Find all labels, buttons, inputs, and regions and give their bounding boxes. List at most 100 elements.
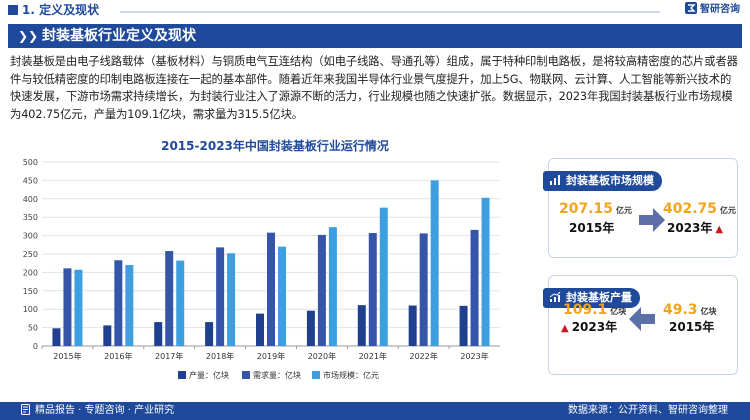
market-from-unit: 亿元 [616, 206, 633, 215]
bar-chart-icon [550, 175, 560, 185]
legend-label: 产量：亿块 [189, 370, 229, 380]
market-size-card-title: 封装基板市场规模 [566, 174, 654, 187]
market-size-from-value: 207.15 亿元 [559, 201, 632, 219]
bar-demand [317, 234, 326, 346]
bar-market-size [481, 197, 490, 346]
bar-demand [368, 233, 377, 346]
section-banner: ❯❯ 封装基板行业定义及现状 [8, 24, 742, 48]
market-size-card-header: 封装基板市场规模 [543, 171, 662, 191]
market-from-number: 207.15 [559, 201, 614, 217]
y-tick-label: 450 [23, 176, 38, 185]
bar-demand [470, 229, 479, 346]
section-title: 1. 定义及现状 [22, 3, 100, 17]
market-to-number: 402.75 [663, 201, 718, 217]
trend-up-icon: ▲ [561, 323, 569, 334]
brand-logo-icon [685, 2, 697, 14]
x-tick-label: 2022年 [409, 351, 437, 361]
footer-source: 数据来源：公开资料、智研咨询整理 [568, 405, 728, 416]
y-tick-label: 350 [23, 213, 38, 222]
banner-title: 封装基板行业定义及现状 [42, 28, 196, 44]
brand-logo: 智研咨询 [685, 2, 740, 18]
bar-market-size [430, 180, 439, 346]
bar-output [306, 310, 315, 346]
market-size-card: 封装基板市场规模 207.15 亿元 2015年 402.75 亿元 2023年 ▲ [543, 158, 738, 258]
market-to-unit: 亿元 [720, 206, 737, 215]
chart-title: 2015-2023年中国封装基板行业运行情况 [161, 139, 389, 153]
footer-tagline: 精品报告 · 专题咨询 · 产业研究 [20, 404, 174, 418]
bar-market-size [227, 253, 236, 346]
bar-demand [165, 251, 174, 346]
market-size-from-year: 2015年 [569, 221, 615, 235]
y-tick-label: 400 [23, 195, 38, 204]
x-tick-label: 2021年 [359, 351, 387, 361]
bar-chart: 0 50 100 150 200 250 300 350 400 450 500 2015年 2016年… [23, 158, 500, 380]
header-divider [120, 11, 660, 13]
bar-demand [419, 233, 428, 346]
x-tick-label: 2017年 [155, 351, 183, 361]
bar-demand [63, 268, 72, 346]
output-left-year-text: 2023年 [571, 320, 618, 334]
x-tick-label: 2015年 [53, 351, 81, 361]
x-tick-label: 2019年 [257, 351, 285, 361]
trend-chart-icon [549, 291, 561, 302]
bar-output [256, 313, 264, 346]
y-tick-label: 300 [23, 232, 38, 241]
double-chevron-icon: ❯❯ [18, 29, 39, 43]
output-right-year: 2015年 [669, 320, 715, 334]
bar-demand [216, 247, 225, 346]
output-right-unit: 亿块 [700, 307, 717, 316]
bar-output [154, 322, 163, 346]
y-tick-label: 100 [23, 305, 38, 314]
bar-output [103, 325, 112, 346]
y-tick-label: 200 [23, 268, 38, 277]
output-left-year: ▲ 2023年 [561, 320, 617, 336]
document-icon [21, 404, 30, 415]
bar-market-size [74, 269, 83, 346]
output-card-header: 封装基板产量 [543, 288, 640, 308]
intro-paragraph: 封装基板是由电子线路载体（基板材料）与铜质电气互连结构（如电子线路、导通孔等）组… [10, 55, 738, 121]
bar-market-size [278, 246, 286, 346]
x-tick-label: 2018年 [206, 351, 234, 361]
y-tick-label: 250 [23, 250, 38, 259]
brand-name: 智研咨询 [700, 4, 740, 15]
y-tick-label: 500 [23, 158, 38, 167]
bar-output [205, 322, 214, 346]
output-card-title: 封装基板产量 [566, 291, 632, 304]
legend-label: 市场规模：亿元 [323, 370, 379, 380]
market-size-to-year: 2023年 ▲ [667, 221, 723, 237]
y-tick-label: 50 [28, 324, 38, 333]
bar-market-size [176, 260, 185, 346]
top-header: 1. 定义及现状 智研咨询 [0, 0, 750, 22]
trend-up-icon: ▲ [715, 224, 724, 235]
bar-demand [267, 232, 275, 346]
bar-market-size [379, 207, 388, 346]
market-to-year-text: 2023年 [667, 221, 713, 235]
bar-output [52, 328, 61, 346]
legend-swatch [312, 371, 320, 379]
x-tick-label: 2020年 [308, 351, 336, 361]
output-right-value: 49.3 亿块 [663, 302, 717, 320]
legend-label: 需求量：亿块 [253, 370, 301, 380]
footer-tagline-text: 精品报告 · 专题咨询 · 产业研究 [35, 405, 175, 416]
bar-output [408, 305, 417, 346]
footer-bar: 精品报告 · 专题咨询 · 产业研究 数据来源：公开资料、智研咨询整理 [0, 402, 750, 420]
output-left-unit: 亿块 [610, 307, 627, 316]
y-tick-label: 150 [23, 287, 38, 296]
output-left-number: 109.1 [563, 302, 608, 318]
x-tick-label: 2023年 [460, 351, 488, 361]
legend-swatch [242, 371, 250, 379]
bar-output [459, 305, 468, 346]
x-tick-label: 2016年 [104, 351, 132, 361]
arrow-left-icon [629, 307, 655, 331]
bar-market-size [125, 265, 134, 346]
arrow-right-icon [639, 208, 665, 232]
output-left-value: 109.1 亿块 [563, 302, 626, 320]
section-marker-icon [8, 5, 18, 15]
market-size-to-value: 402.75 亿元 [663, 201, 736, 219]
bar-demand [114, 260, 123, 346]
output-right-number: 49.3 [663, 302, 698, 318]
legend-swatch [178, 371, 186, 379]
output-card: 封装基板产量 109.1 亿块 ▲ 2023年 49.3 亿块 2015年 [543, 275, 738, 375]
bar-output [357, 305, 366, 346]
bar-market-size [328, 227, 337, 346]
